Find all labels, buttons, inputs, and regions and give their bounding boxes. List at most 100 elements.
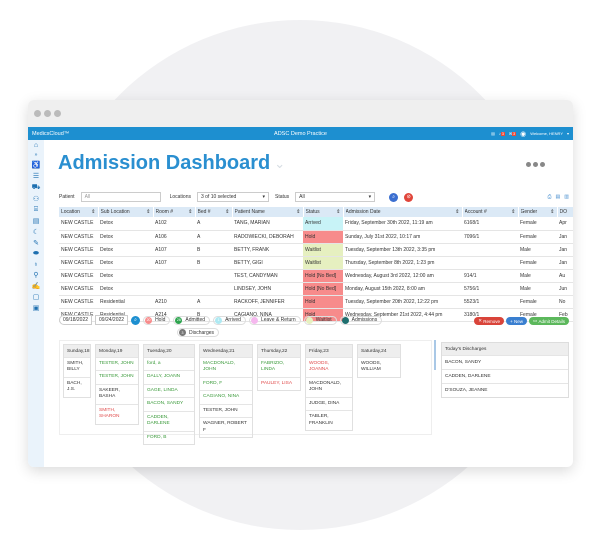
calendar-entry[interactable]: WOODS, JOANNA xyxy=(306,357,352,377)
calendar-entry[interactable]: CAGIANO, NINA xyxy=(200,390,252,403)
bus-icon[interactable]: ⛟ xyxy=(31,184,41,191)
calendar-entry[interactable]: FABRIZIO, LINDA xyxy=(258,357,300,377)
calendar-entry[interactable]: DALLY, JOANN xyxy=(144,370,194,383)
calendar-entry[interactable]: WOODS, WILLIAM xyxy=(358,357,400,377)
table-row[interactable]: NEW CASTLE Detox A106 A RADOWIECKI, DEBORAH H… xyxy=(59,230,573,244)
table-row[interactable]: NEW CASTLE Detox LINDSEY, JOHN Hold [No Bed… xyxy=(59,282,573,296)
column-header[interactable]: Room # ⇕ xyxy=(153,207,196,217)
calendar-entry[interactable]: TABLER, FRANKLIN xyxy=(306,410,352,430)
chevron-down-icon[interactable]: ⌄ xyxy=(274,155,286,171)
table-row[interactable]: NEW CASTLE Detox A107 B BETTY, GIGI Waitlist T… xyxy=(59,256,573,270)
sort-icon[interactable]: ⇕ xyxy=(511,209,516,215)
clipboard-icon[interactable]: ▢ xyxy=(32,294,40,301)
bell-icon[interactable]: ♪3 xyxy=(498,131,505,136)
column-header[interactable]: Account # ⇕ xyxy=(462,207,519,217)
calendar-entry[interactable]: SMITH, SHARON xyxy=(96,403,138,424)
locations-select[interactable]: 3 of 10 selected ▾ xyxy=(196,192,269,202)
expand-icon[interactable]: » xyxy=(34,152,38,158)
people-icon[interactable]: ⚇ xyxy=(32,196,40,203)
calendar-entry[interactable]: SAKEER, BASHA xyxy=(96,383,138,404)
calendar-entry[interactable]: MACDONALD, JOHN xyxy=(200,357,252,377)
patient-input[interactable]: All xyxy=(80,192,161,202)
column-header[interactable]: Location ⇕ xyxy=(59,207,99,217)
calendar-entry[interactable]: JUDGE, DINA xyxy=(306,396,352,410)
legend-leave-return[interactable]: Leave & Return xyxy=(248,315,301,325)
sort-icon[interactable]: ⇕ xyxy=(296,209,301,215)
edit-icon[interactable]: ✍ xyxy=(31,283,41,290)
table-cell: NEW CASTLE xyxy=(59,243,98,257)
clear-button[interactable]: ⊘ xyxy=(404,192,414,202)
wheelchair-icon[interactable]: ♿ xyxy=(31,162,41,169)
new-button[interactable]: + New xyxy=(506,317,527,325)
discharge-item[interactable]: BACON, SANDY xyxy=(442,355,568,369)
calendar-entry[interactable]: GAGE, LINDA xyxy=(144,383,194,397)
date-to[interactable]: 09/24/2022 xyxy=(95,315,129,325)
column-header[interactable]: Admission Date ⇕ xyxy=(343,207,463,217)
discharge-item[interactable]: CADDEN, DARLENE xyxy=(442,369,568,383)
moon-icon[interactable]: ☾ xyxy=(32,229,40,236)
column-header[interactable]: Status ⇕ xyxy=(303,207,344,217)
legend-arrived[interactable]: 1 Arrived xyxy=(213,315,246,325)
legend-admissions[interactable]: Admissions xyxy=(339,315,383,325)
admit-details-button[interactable]: ▭ Admit Details xyxy=(528,317,569,325)
table-row[interactable]: NEW CASTLE Detox A107 B BETTY, FRANK Waitlist… xyxy=(59,243,573,257)
calendar-entry[interactable]: BACON, SANDY xyxy=(144,397,194,410)
table-row[interactable]: NEW CASTLE Detox A102 A TANG, MARIAN Arrived F… xyxy=(59,217,573,231)
date-search-button[interactable]: ⌕ xyxy=(131,315,141,325)
user-icon[interactable]: ⚲ xyxy=(33,272,39,279)
calendar-entry[interactable]: BACH, J.S. xyxy=(64,376,90,397)
print-icon[interactable]: ▤ xyxy=(555,194,561,200)
calendar-entry[interactable]: PAULEY, LISA xyxy=(258,376,300,390)
pill-icon[interactable]: ⬬ xyxy=(33,250,39,257)
sort-icon[interactable]: ⇕ xyxy=(336,209,341,215)
list-icon[interactable]: ☰ xyxy=(32,173,40,180)
avatar[interactable]: ◉ xyxy=(520,130,527,138)
column-header[interactable]: Gender ⇕ xyxy=(518,207,558,217)
legend-hold[interactable]: 20 Hold xyxy=(143,315,171,325)
scrollbar[interactable] xyxy=(434,340,436,370)
sort-icon[interactable]: ⇕ xyxy=(91,209,96,215)
report-icon[interactable]: ▣ xyxy=(32,305,40,312)
sort-icon[interactable]: ⇕ xyxy=(455,209,460,215)
calendar-entry[interactable]: WAGNER, ROBERT F xyxy=(200,417,252,437)
legend-discharges[interactable]: 3 Discharges xyxy=(177,328,220,337)
calendar-entry[interactable]: TESTER, JOHN xyxy=(96,370,138,383)
legend-admitted[interactable]: 26 Admitted xyxy=(173,315,211,325)
calendar-entry[interactable]: TESTER, JOHN xyxy=(96,357,138,370)
home-icon[interactable]: ⌂ xyxy=(33,142,39,149)
legend-waitlist[interactable]: Waitlist xyxy=(303,315,337,325)
user-menu[interactable]: Welcome, HENRY xyxy=(530,131,563,136)
calendar-entry[interactable]: CADDEN, DARLENE xyxy=(144,410,194,431)
mail-icon[interactable]: ✉3 xyxy=(508,131,517,136)
chart-icon[interactable]: ▤ xyxy=(32,218,40,225)
column-header[interactable]: Bed # ⇕ xyxy=(195,207,233,217)
calendar-entry[interactable]: FORD, B xyxy=(144,430,194,444)
chevron-down-icon[interactable]: ▾ xyxy=(566,131,569,136)
more-options-button[interactable] xyxy=(526,162,545,167)
calendar-entry[interactable]: MACDONALD, JOHN xyxy=(306,376,352,397)
columns-icon[interactable]: ▥ xyxy=(564,194,569,200)
remove-button[interactable]: ✕ Remove xyxy=(474,317,505,325)
sort-icon[interactable]: ⇕ xyxy=(225,209,230,215)
syringe-icon[interactable]: ✎ xyxy=(33,240,39,247)
export-icon[interactable]: ⎙ xyxy=(547,194,552,200)
calendar-entry[interactable]: TESTER, JOHN xyxy=(200,403,252,417)
column-header[interactable]: Patient Name ⇕ xyxy=(232,207,304,217)
table-row[interactable]: NEW CASTLE Detox TEST, CANDYMAN Hold [No Be… xyxy=(59,269,573,283)
bed-icon[interactable]: ⌸ xyxy=(33,206,39,213)
calendar-entry[interactable]: SMITH, BILLY xyxy=(64,357,90,377)
discharge-item[interactable]: D'SOUZA, JEANNE xyxy=(442,383,568,397)
calendar-entry[interactable]: ford, a xyxy=(144,357,194,370)
search-button[interactable]: ⌕ xyxy=(389,192,399,202)
status-select[interactable]: All ▾ xyxy=(295,192,376,202)
table-row[interactable]: NEW CASTLE Residential A210 A RACKOFF, JENNI… xyxy=(59,295,573,309)
menu-icon[interactable]: ▤ xyxy=(491,131,495,136)
drop-icon[interactable]: ♁ xyxy=(33,261,39,268)
sort-icon[interactable]: ⇕ xyxy=(146,209,151,215)
column-header[interactable]: DO xyxy=(557,207,573,217)
sort-icon[interactable]: ⇕ xyxy=(550,209,555,215)
calendar-entry[interactable]: FORD, F xyxy=(200,376,252,390)
sort-icon[interactable]: ⇕ xyxy=(188,209,193,215)
column-header[interactable]: Sub Location ⇕ xyxy=(98,207,154,217)
date-from[interactable]: 09/18/2022 xyxy=(59,315,93,325)
